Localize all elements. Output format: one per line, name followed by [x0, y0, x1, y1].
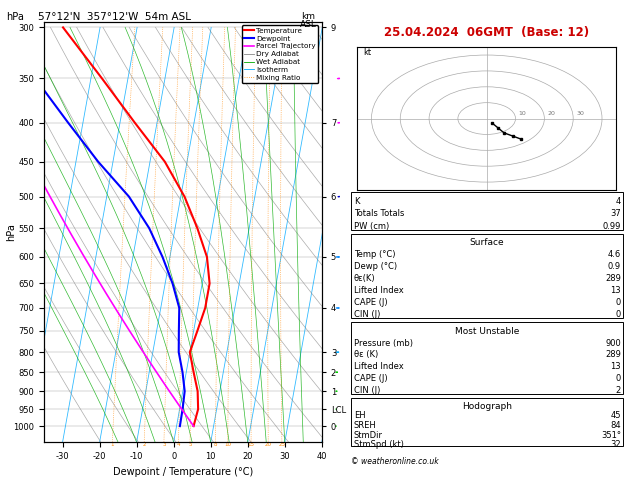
- Text: Hodograph: Hodograph: [462, 401, 512, 411]
- Text: 25.04.2024  06GMT  (Base: 12): 25.04.2024 06GMT (Base: 12): [384, 26, 589, 39]
- Text: 900: 900: [605, 339, 621, 347]
- Text: EH: EH: [354, 411, 365, 420]
- Text: hPa: hPa: [6, 12, 24, 22]
- Text: 13: 13: [610, 363, 621, 371]
- Text: PW (cm): PW (cm): [354, 222, 389, 231]
- Text: 4: 4: [177, 442, 180, 447]
- Text: Dewp (°C): Dewp (°C): [354, 262, 397, 271]
- Text: 1: 1: [111, 442, 114, 447]
- Text: 45: 45: [610, 411, 621, 420]
- Text: © weatheronline.co.uk: © weatheronline.co.uk: [351, 457, 438, 466]
- Text: 5: 5: [188, 442, 192, 447]
- Text: 8: 8: [214, 442, 217, 447]
- Text: θε(K): θε(K): [354, 275, 376, 283]
- Text: 4.6: 4.6: [608, 250, 621, 260]
- Text: 351°: 351°: [601, 431, 621, 439]
- Text: 2: 2: [142, 442, 146, 447]
- Text: Totals Totals: Totals Totals: [354, 209, 404, 218]
- Text: K: K: [354, 196, 359, 206]
- Text: 10: 10: [225, 442, 231, 447]
- Text: hPa: hPa: [6, 223, 16, 241]
- Text: 32: 32: [610, 440, 621, 449]
- Text: 84: 84: [610, 421, 621, 430]
- Text: 3: 3: [162, 442, 165, 447]
- Text: Lifted Index: Lifted Index: [354, 363, 404, 371]
- Text: CAPE (J): CAPE (J): [354, 374, 387, 383]
- Text: km: km: [301, 12, 315, 21]
- Text: StmSpd (kt): StmSpd (kt): [354, 440, 404, 449]
- Text: 0: 0: [616, 298, 621, 308]
- Text: Temp (°C): Temp (°C): [354, 250, 396, 260]
- Text: 30: 30: [576, 111, 584, 116]
- Text: 2: 2: [616, 386, 621, 395]
- Text: CIN (J): CIN (J): [354, 311, 381, 319]
- Text: 20: 20: [265, 442, 272, 447]
- Text: 37: 37: [610, 209, 621, 218]
- Text: 20: 20: [547, 111, 555, 116]
- Text: SREH: SREH: [354, 421, 377, 430]
- Text: Surface: Surface: [469, 238, 504, 247]
- Text: θε (K): θε (K): [354, 350, 378, 360]
- Text: 25: 25: [279, 442, 286, 447]
- Text: 13: 13: [610, 286, 621, 295]
- Text: ASL: ASL: [300, 20, 316, 30]
- Text: Most Unstable: Most Unstable: [455, 327, 519, 336]
- X-axis label: Dewpoint / Temperature (°C): Dewpoint / Temperature (°C): [113, 467, 253, 477]
- Text: 10: 10: [518, 111, 526, 116]
- Text: kt: kt: [363, 48, 371, 57]
- Text: Lifted Index: Lifted Index: [354, 286, 404, 295]
- Text: 289: 289: [605, 275, 621, 283]
- Text: 0.99: 0.99: [603, 222, 621, 231]
- Text: StmDir: StmDir: [354, 431, 383, 439]
- Text: CAPE (J): CAPE (J): [354, 298, 387, 308]
- Text: 15: 15: [248, 442, 255, 447]
- Text: CIN (J): CIN (J): [354, 386, 381, 395]
- Legend: Temperature, Dewpoint, Parcel Trajectory, Dry Adiabat, Wet Adiabat, Isotherm, Mi: Temperature, Dewpoint, Parcel Trajectory…: [242, 25, 318, 83]
- Text: 0: 0: [616, 374, 621, 383]
- Text: 0.9: 0.9: [608, 262, 621, 271]
- Text: 57°12'N  357°12'W  54m ASL: 57°12'N 357°12'W 54m ASL: [38, 12, 191, 22]
- Text: 0: 0: [616, 311, 621, 319]
- Text: 4: 4: [616, 196, 621, 206]
- Text: Pressure (mb): Pressure (mb): [354, 339, 413, 347]
- Text: 289: 289: [605, 350, 621, 360]
